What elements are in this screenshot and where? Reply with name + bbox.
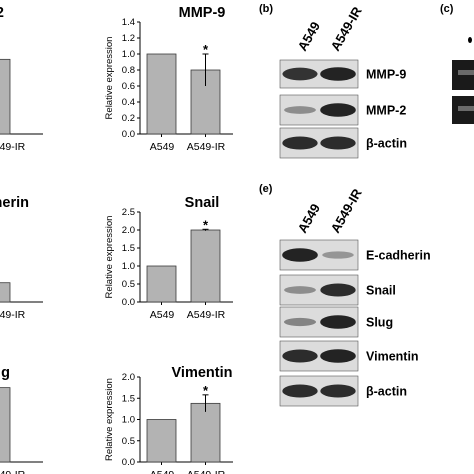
chart-title: herin xyxy=(0,195,29,211)
chart-mmp9: MMP-9 0.0 0.2 0.4 0.6 0.8 1.0 1.2 1.4 Relative ex… xyxy=(104,5,233,153)
category-label: A549 xyxy=(150,141,175,153)
blot-band xyxy=(284,286,316,294)
chart-title: g xyxy=(1,365,10,381)
category-label: A549-IR xyxy=(187,141,226,153)
category-label: A549-IR xyxy=(0,309,26,321)
panel-letter: (e) xyxy=(259,183,273,195)
bar xyxy=(190,229,221,303)
panel-letter: (b) xyxy=(259,3,273,15)
category-label: A549-IR xyxy=(0,469,26,474)
y-tick-label: 2.0 xyxy=(122,225,135,236)
bar xyxy=(146,53,177,135)
chart-vimentin: Vimentin 0.0 0.5 1.0 1.5 2.0 Relative expressi… xyxy=(104,365,233,474)
y-tick-label: 0.6 xyxy=(122,81,135,92)
blot-band xyxy=(322,251,354,259)
y-tick-label: 1.0 xyxy=(122,49,135,60)
lane-label: A549-IR xyxy=(328,186,365,236)
gel-band xyxy=(458,70,474,75)
y-tick-label: 0.4 xyxy=(122,97,135,108)
y-tick-label: 1.5 xyxy=(122,393,135,404)
y-axis-label: Relative expression xyxy=(104,378,115,461)
protein-label: Snail xyxy=(366,284,396,298)
blot-band xyxy=(320,315,356,329)
y-tick-label: 0.0 xyxy=(122,297,135,308)
protein-label: MMP-2 xyxy=(366,104,406,118)
protein-label: β-actin xyxy=(366,137,407,151)
blot-band xyxy=(282,384,318,398)
blot-band xyxy=(320,67,356,81)
significance-star: * xyxy=(203,42,209,57)
blot-band xyxy=(283,317,317,327)
y-tick-label: 1.0 xyxy=(122,415,135,426)
significance-star: * xyxy=(203,383,209,398)
y-axis-label: Relative expression xyxy=(104,37,115,120)
blot-band xyxy=(282,349,318,363)
y-axis-label: Relative expression xyxy=(104,216,115,299)
chart-title: MMP-9 xyxy=(179,5,226,21)
blot-band xyxy=(284,106,316,114)
category-label: A549 xyxy=(150,309,175,321)
protein-label: Slug xyxy=(366,316,393,330)
protein-label: Vimentin xyxy=(366,350,419,364)
protein-label: E-cadherin xyxy=(366,249,431,263)
protein-label: MMP-9 xyxy=(366,68,406,82)
chart-mmp2-partial: P-2*A549-IR xyxy=(0,5,43,153)
y-tick-label: 1.4 xyxy=(122,17,135,28)
lane-label: A549 xyxy=(295,201,324,235)
blot-band xyxy=(282,248,318,262)
chart-slug-partial: g*A549-IR xyxy=(0,365,43,474)
blot-band xyxy=(320,349,356,363)
gel-band xyxy=(458,106,474,111)
panel-c-mark xyxy=(468,37,472,43)
bar xyxy=(146,265,177,303)
bar xyxy=(0,387,11,463)
bar xyxy=(0,282,11,303)
y-tick-label: 0.8 xyxy=(122,65,135,76)
category-label: A549-IR xyxy=(0,141,26,153)
blot-band xyxy=(282,136,318,150)
y-tick-label: 0.5 xyxy=(122,279,135,290)
y-tick-label: 0.5 xyxy=(122,436,135,447)
category-label: A549-IR xyxy=(187,309,226,321)
category-label: A549-IR xyxy=(187,469,226,474)
lane-label: A549-IR xyxy=(328,4,365,54)
lane-label: A549 xyxy=(295,19,324,53)
chart-title: P-2 xyxy=(0,5,4,21)
y-tick-label: 0.2 xyxy=(122,113,135,124)
blot-band xyxy=(320,283,356,297)
bar xyxy=(0,58,11,135)
blot-band xyxy=(320,384,356,398)
blot-band xyxy=(320,136,356,150)
y-tick-label: 1.0 xyxy=(122,261,135,272)
blot-band xyxy=(282,67,318,81)
category-label: A549 xyxy=(150,469,175,474)
chart-snail: Snail 0.0 0.5 1.0 1.5 2.0 2.5 Relative expressi… xyxy=(104,195,233,321)
y-tick-label: 1.5 xyxy=(122,243,135,254)
bar xyxy=(146,419,177,463)
panel-c: (c) xyxy=(440,3,474,124)
panel-letter: (c) xyxy=(440,3,454,15)
blot-band xyxy=(320,103,356,117)
western-blot-blot-e: (e) A549 A549-IRE-cadherin Snail Slug Vimenti… xyxy=(259,183,431,407)
significance-star: * xyxy=(203,217,209,232)
protein-label: β-actin xyxy=(366,385,407,399)
chart-ecad-partial: herin*A549-IR xyxy=(0,195,43,321)
y-tick-label: 0.0 xyxy=(122,129,135,140)
chart-title: Vimentin xyxy=(172,365,233,381)
y-tick-label: 2.0 xyxy=(122,372,135,383)
y-tick-label: 1.2 xyxy=(122,33,135,44)
y-tick-label: 2.5 xyxy=(122,207,135,218)
y-tick-label: 0.0 xyxy=(122,457,135,468)
chart-title: Snail xyxy=(185,195,220,211)
bar xyxy=(190,402,221,463)
